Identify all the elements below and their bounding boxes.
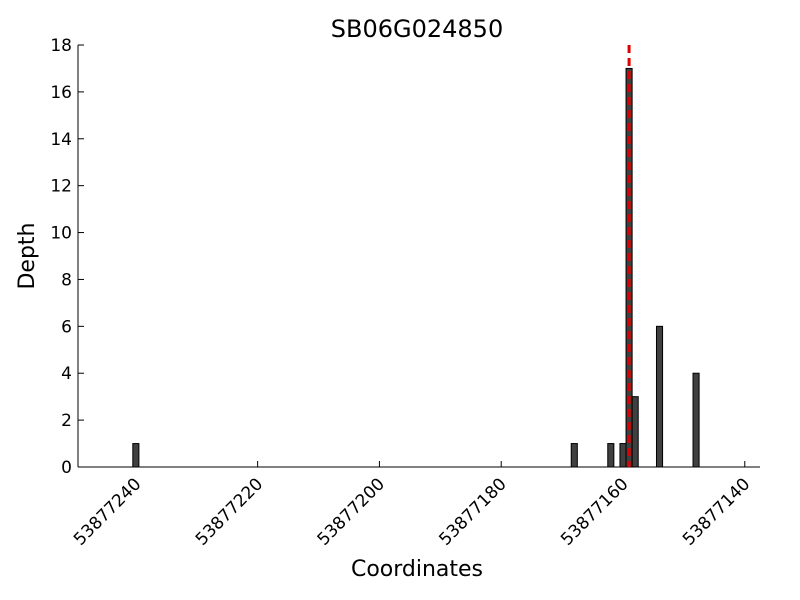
x-tick-label: 53877140 (679, 474, 754, 549)
y-tick-label: 10 (50, 224, 72, 244)
x-tick-label: 53877200 (314, 474, 389, 549)
x-tick-label: 53877240 (70, 474, 145, 549)
bar (655, 325, 664, 468)
bar (607, 443, 615, 468)
bar (619, 443, 627, 468)
chart-title: SB06G024850 (331, 15, 503, 43)
y-tick-label: 6 (61, 317, 72, 337)
bar (570, 443, 578, 468)
y-axis-label: Depth (15, 222, 40, 289)
x-axis-label: Coordinates (351, 557, 483, 582)
x-tick-label: 53877180 (435, 474, 510, 549)
bar (132, 443, 140, 468)
bar (692, 372, 700, 468)
x-tick-label: 53877160 (557, 474, 632, 549)
y-tick-label: 4 (61, 364, 72, 384)
y-tick-label: 14 (50, 130, 72, 150)
y-tick-label: 8 (61, 270, 72, 290)
y-tick-label: 2 (61, 411, 72, 431)
y-tick-label: 0 (61, 458, 72, 478)
y-tick-label: 18 (50, 36, 72, 56)
x-tick-label: 53877220 (192, 474, 267, 549)
y-tick-label: 16 (50, 83, 72, 103)
bar (631, 396, 639, 468)
y-tick-label: 12 (50, 177, 72, 197)
